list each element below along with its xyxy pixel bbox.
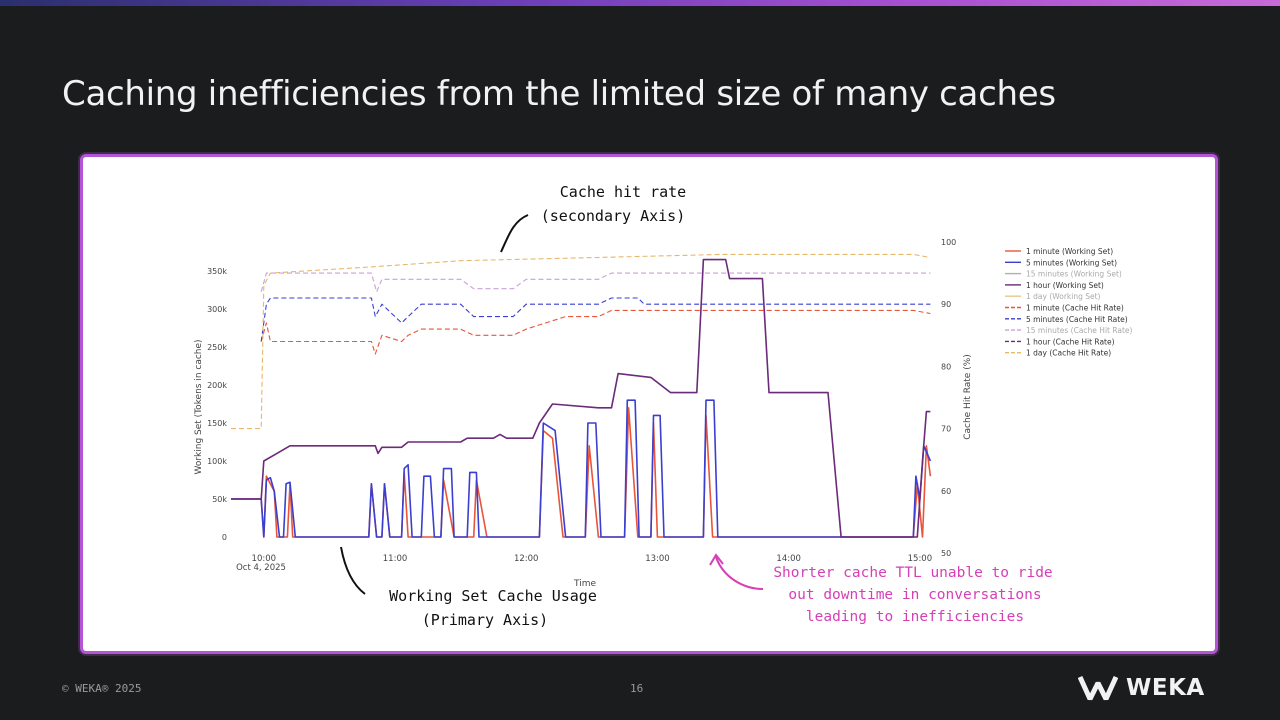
- series-line-6: [231, 253, 931, 430]
- chart-legend: 1 minute (Working Set) 5 minutes (Working…: [1005, 247, 1133, 358]
- y-tick-label: 200k: [207, 381, 227, 390]
- y-tick-label: 100k: [207, 457, 227, 466]
- annotation-cache-hit-rate-line1: Cache hit rate: [560, 183, 686, 201]
- weka-logo-text: WEKA: [1126, 675, 1205, 701]
- annotation-arrowhead-ttl: [709, 553, 724, 566]
- top-accent-bar: [0, 0, 1280, 6]
- y2-tick-label: 50: [941, 549, 951, 558]
- y-tick-label: 0: [222, 533, 227, 542]
- y-tick-label: 150k: [207, 419, 227, 428]
- weka-logo: WEKA: [1078, 672, 1205, 704]
- series-line-2: [231, 258, 931, 538]
- annotation-ttl-line1: Shorter cache TTL unable to ride: [773, 565, 1052, 581]
- legend-label: 1 minute (Working Set): [1026, 247, 1113, 256]
- x-tick-label: 11:00: [383, 554, 408, 564]
- y2-tick-label: 80: [941, 362, 951, 371]
- annotation-arrow-secondary: [500, 214, 529, 253]
- annotation-arrow-ttl: [715, 556, 764, 590]
- x-tick-label: 14:00: [776, 554, 801, 564]
- series-line-0: [231, 407, 932, 538]
- x-tick-sublabel: Oct 4, 2025: [236, 563, 286, 573]
- legend-label: 1 minute (Cache Hit Rate): [1026, 304, 1124, 313]
- y2-tick-label: 100: [941, 238, 956, 247]
- y-tick-label: 50k: [212, 495, 227, 504]
- x-tick-label: 13:00: [645, 554, 670, 564]
- series-line-5: [260, 272, 931, 293]
- annotation-working-set-line1: Working Set Cache Usage: [389, 587, 597, 605]
- slide-title: Caching inefficiencies from the limited …: [62, 74, 1056, 114]
- annotation-working-set-line2: (Primary Axis): [422, 611, 548, 629]
- legend-label: 1 hour (Cache Hit Rate): [1026, 337, 1115, 346]
- series-line-3: [260, 309, 931, 355]
- x-tick-label: 10:00: [252, 554, 277, 564]
- annotation-arrow-primary: [340, 546, 366, 595]
- weka-logo-icon: [1078, 675, 1118, 701]
- annotation-cache-hit-rate-line2: (secondary Axis): [541, 207, 686, 225]
- y-tick-label: 300k: [207, 305, 227, 314]
- series-line-4: [260, 297, 931, 342]
- x-tick-label: 12:00: [514, 554, 539, 564]
- legend-label: 15 minutes (Cache Hit Rate): [1026, 326, 1133, 335]
- legend-label: 5 minutes (Working Set): [1026, 258, 1117, 267]
- y2-tick-label: 60: [941, 487, 951, 496]
- chart-svg: 0 50k 100k 150k 200k 250k 300k 350k 50 60 70 80 90 10…: [194, 183, 1133, 629]
- footer-copyright: © WEKA® 2025: [62, 682, 142, 695]
- annotation-ttl-line3: leading to inefficiencies: [806, 609, 1024, 625]
- legend-label: 1 day (Working Set): [1026, 292, 1101, 301]
- legend-label: 15 minutes (Working Set): [1026, 270, 1122, 279]
- chart-axes: 0 50k 100k 150k 200k 250k 300k 350k 50 60 70 80 90 10…: [207, 238, 956, 564]
- y-tick-label: 250k: [207, 343, 227, 352]
- y-tick-label: 350k: [207, 267, 227, 276]
- x-tick-label: 15:00: [908, 554, 933, 564]
- annotation-ttl-line2: out downtime in conversations: [788, 587, 1041, 603]
- chart-card: 0 50k 100k 150k 200k 250k 300k 350k 50 60 70 80 90 10…: [80, 154, 1218, 654]
- y2-axis-label: Cache Hit Rate (%): [963, 354, 973, 440]
- page-number: 16: [630, 682, 644, 695]
- legend-label: 1 day (Cache Hit Rate): [1026, 349, 1111, 358]
- y2-tick-label: 90: [941, 300, 951, 309]
- legend-label: 5 minutes (Cache Hit Rate): [1026, 315, 1128, 324]
- y2-tick-label: 70: [941, 425, 951, 434]
- x-axis-label: Time: [573, 579, 596, 589]
- y-axis-label: Working Set (Tokens in cache): [194, 339, 204, 474]
- legend-label: 1 hour (Working Set): [1026, 281, 1104, 290]
- chart-series: [231, 253, 932, 538]
- series-line-1: [231, 399, 932, 538]
